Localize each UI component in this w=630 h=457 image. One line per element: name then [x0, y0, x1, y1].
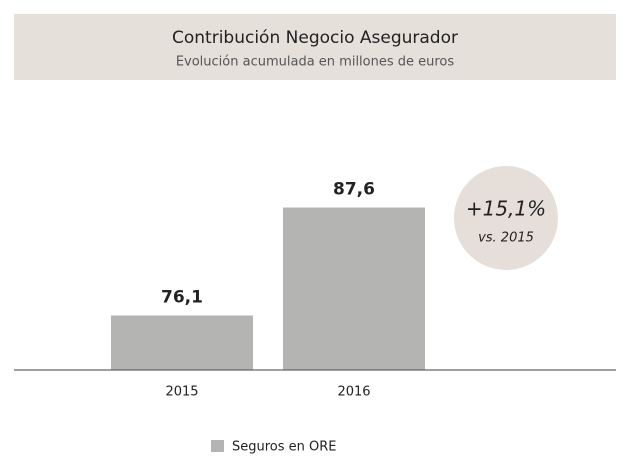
annotation-main: +15,1% — [466, 197, 546, 221]
value-label: 87,6 — [333, 180, 375, 200]
x-tick-label: 2016 — [337, 385, 370, 400]
bar — [111, 315, 253, 370]
annotation-sub: vs. 2015 — [478, 231, 534, 246]
bar — [283, 207, 425, 370]
legend-label: Seguros en ORE — [232, 440, 337, 455]
value-label: 76,1 — [161, 288, 203, 308]
chart-title: Contribución Negocio Asegurador — [172, 28, 458, 48]
x-tick-label: 2015 — [165, 385, 198, 400]
chart-subtitle: Evolución acumulada en millones de euros — [176, 55, 455, 70]
annotation-circle — [454, 166, 558, 270]
header-band — [14, 14, 616, 80]
legend-swatch — [211, 440, 224, 452]
